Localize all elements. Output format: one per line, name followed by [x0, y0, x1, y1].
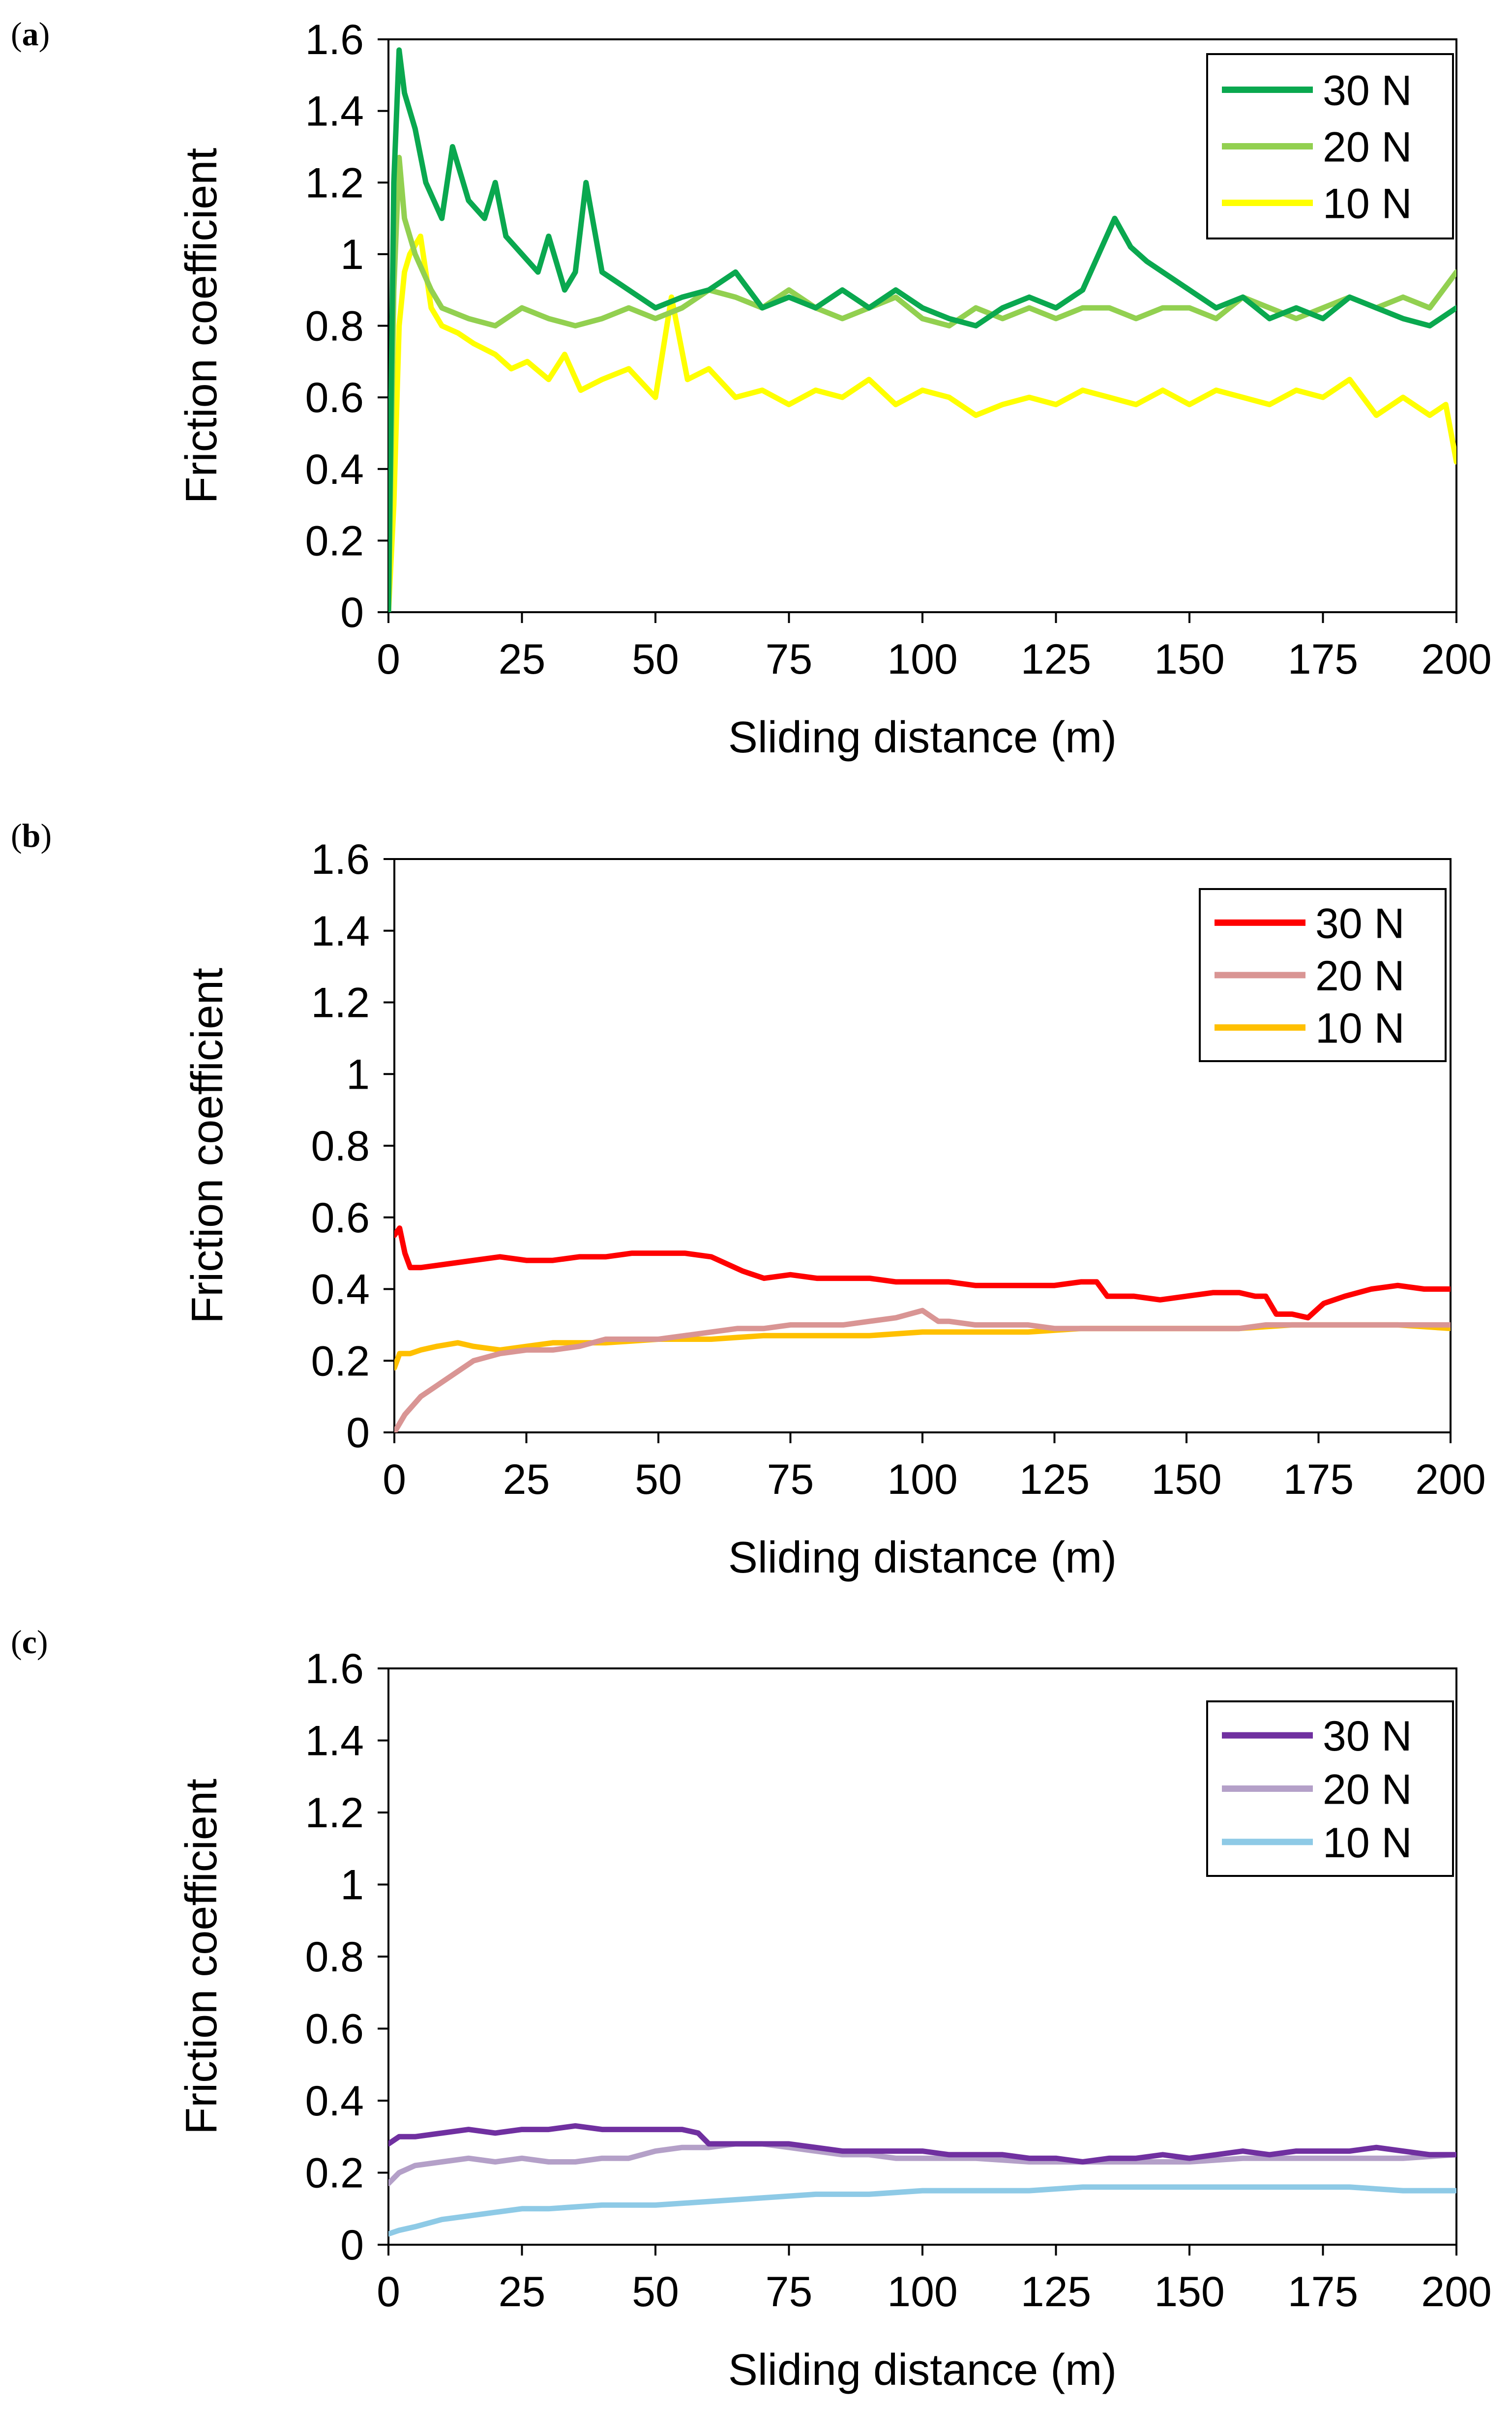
chart-b-y-tick-label: 1.6 — [311, 836, 370, 883]
chart-panel-a: 0 0.2 0.4 0.6 0.8 1 1.2 1.4 1.6 0 25 50 75 100 125 150 1… — [177, 16, 1492, 762]
chart-b-x-tick-label: 50 — [635, 1456, 682, 1503]
chart-b-y-tick-label: 1.4 — [311, 908, 370, 955]
chart-c-x-tick-label: 100 — [887, 2268, 958, 2316]
chart-a-series-line-10n — [388, 234, 1456, 612]
chart-a-x-tick-label: 125 — [1021, 636, 1092, 683]
chart-c-x-tick-label: 150 — [1154, 2268, 1225, 2316]
chart-b-x-axis-title: Sliding distance (m) — [728, 1533, 1117, 1582]
chart-b-x-tick-label: 100 — [887, 1456, 958, 1503]
chart-b-y-tick-label: 0.2 — [311, 1337, 370, 1385]
chart-b-y-tick-label: 0.8 — [311, 1123, 370, 1170]
chart-a-x-tick-label: 50 — [632, 636, 679, 683]
chart-a-y-tick-label: 1.2 — [305, 159, 364, 207]
chart-b-legend-label: 30 N — [1315, 900, 1405, 947]
chart-b-x-tick-label: 175 — [1283, 1456, 1354, 1503]
chart-c-y-tick-label: 0.2 — [305, 2150, 364, 2197]
chart-c-series-line-30n — [388, 2123, 1456, 2165]
chart-a-y-tick-label: 0.6 — [305, 374, 364, 421]
chart-c-legend-label: 30 N — [1323, 1713, 1412, 1760]
chart-a-x-tick-label: 25 — [499, 636, 546, 683]
chart-a-x-tick-label: 0 — [377, 636, 400, 683]
chart-b-x-tick-label: 75 — [767, 1456, 814, 1503]
chart-a-y-tick-label: 1.6 — [305, 16, 364, 63]
chart-c-series-line-10n — [388, 2184, 1456, 2237]
chart-a-y-axis-title: Friction coefficient — [177, 148, 226, 504]
chart-b-y-tick-label: 1.2 — [311, 980, 370, 1027]
chart-b-x-tick-label: 0 — [383, 1456, 406, 1503]
chart-a-legend-label: 30 N — [1323, 67, 1412, 115]
chart-a-x-tick-label: 175 — [1288, 636, 1359, 683]
chart-a-y-tick-label: 0 — [340, 589, 364, 636]
panel-label-a-letter: a — [22, 15, 39, 53]
panel-label-b: (b) — [11, 817, 52, 854]
chart-a-y-tick-label: 0.2 — [305, 517, 364, 564]
chart-c-x-tick-label: 200 — [1421, 2268, 1492, 2316]
chart-b-legend-label: 20 N — [1315, 952, 1405, 1000]
chart-c-legend-label: 20 N — [1323, 1766, 1412, 1813]
chart-c-y-tick-label: 1.6 — [305, 1645, 364, 1693]
chart-b-series-line-30n — [394, 1225, 1451, 1321]
chart-b-y-tick-label: 0.6 — [311, 1194, 370, 1242]
chart-c-x-tick-label: 0 — [377, 2268, 400, 2316]
chart-c-x-tick-label: 75 — [766, 2268, 813, 2316]
chart-c-x-tick-label: 50 — [632, 2268, 679, 2316]
panel-label-a: (a) — [11, 15, 50, 53]
chart-a-y-tick-label: 0.4 — [305, 446, 364, 493]
chart-c-y-axis-title: Friction coefficient — [177, 1779, 226, 2135]
chart-panel-b: 0 0.2 0.4 0.6 0.8 1 1.2 1.4 1.6 0 25 50 75 100 125 150 1… — [183, 836, 1486, 1582]
chart-b-y-tick-label: 1 — [346, 1051, 370, 1098]
chart-a-x-axis-title: Sliding distance (m) — [728, 713, 1117, 762]
chart-c-x-axis-title: Sliding distance (m) — [728, 2346, 1117, 2395]
chart-b-x-tick-label: 125 — [1019, 1456, 1090, 1503]
chart-a-legend-label: 20 N — [1323, 124, 1412, 171]
chart-a-x-tick-label: 100 — [887, 636, 958, 683]
chart-c-legend-label: 10 N — [1323, 1819, 1412, 1867]
chart-c-y-tick-label: 1.2 — [305, 1789, 364, 1837]
chart-c-x-tick-label: 125 — [1021, 2268, 1092, 2316]
chart-a-y-tick-label: 1 — [340, 231, 364, 278]
chart-b-x-tick-label: 200 — [1415, 1456, 1486, 1503]
chart-c-x-tick-label: 25 — [499, 2268, 546, 2316]
panel-label-c-letter: c — [22, 1623, 37, 1661]
chart-a-y-tick-label: 1.4 — [305, 88, 364, 135]
chart-a-legend-label: 10 N — [1323, 180, 1412, 228]
chart-c-y-tick-label: 0.4 — [305, 2078, 364, 2125]
chart-c-y-tick-label: 0 — [340, 2222, 364, 2269]
chart-b-x-tick-label: 150 — [1151, 1456, 1222, 1503]
chart-a-x-tick-label: 75 — [766, 636, 813, 683]
chart-c-x-tick-label: 175 — [1288, 2268, 1359, 2316]
chart-b-legend-label: 10 N — [1315, 1005, 1405, 1052]
chart-c-y-tick-label: 0.8 — [305, 1933, 364, 1981]
chart-c-y-tick-label: 1.4 — [305, 1718, 364, 1765]
chart-c-y-tick-label: 0.6 — [305, 2006, 364, 2053]
chart-b-series-line-20n — [394, 1307, 1451, 1432]
chart-a-series-line-30n — [388, 47, 1456, 612]
chart-b-y-axis-title: Friction coefficient — [183, 968, 232, 1324]
chart-b-y-tick-label: 0 — [346, 1409, 370, 1456]
chart-a-x-tick-label: 200 — [1421, 636, 1492, 683]
chart-b-x-tick-label: 25 — [503, 1456, 550, 1503]
panel-label-b-letter: b — [22, 817, 41, 854]
chart-a-y-tick-label: 0.8 — [305, 303, 364, 350]
chart-c-y-tick-label: 1 — [340, 1862, 364, 1909]
chart-b-y-tick-label: 0.4 — [311, 1266, 370, 1313]
panel-label-c: (c) — [11, 1623, 48, 1661]
chart-panel-c: 0 0.2 0.4 0.6 0.8 1 1.2 1.4 1.6 0 25 50 75 100 125 150 1… — [177, 1645, 1492, 2395]
chart-a-x-tick-label: 150 — [1154, 636, 1225, 683]
